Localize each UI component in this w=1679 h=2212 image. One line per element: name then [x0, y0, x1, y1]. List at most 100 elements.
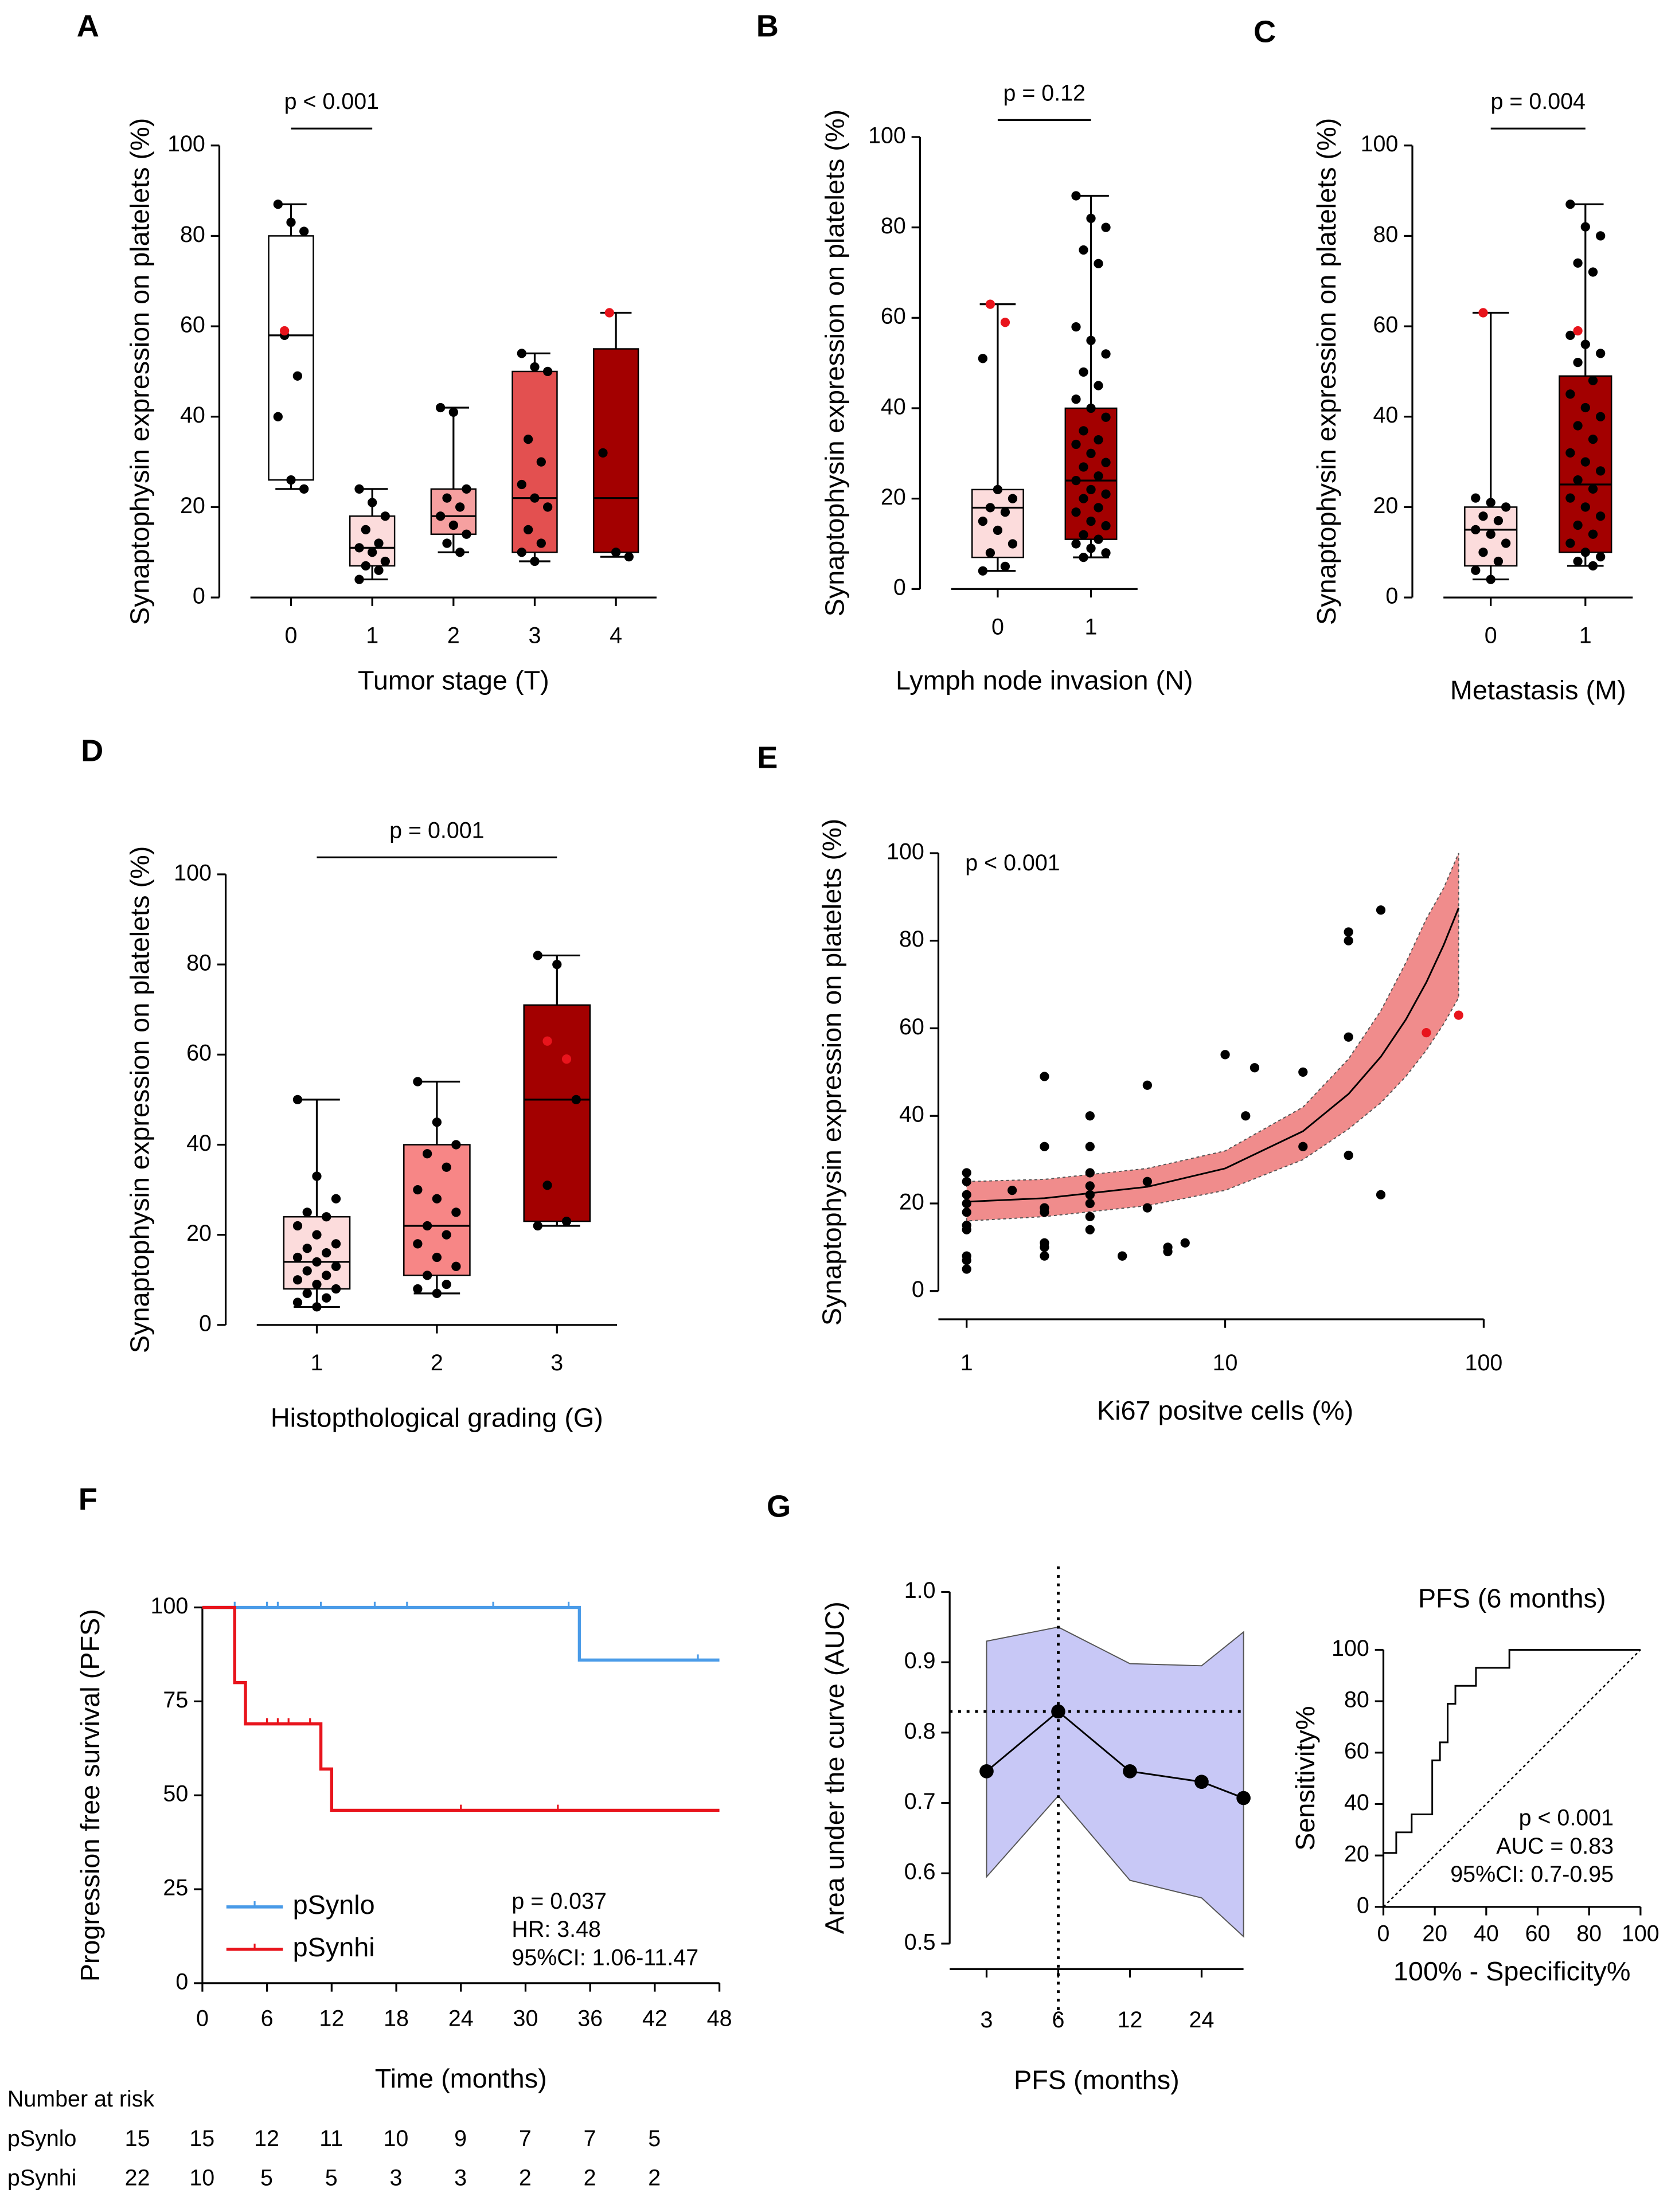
point [322, 1212, 331, 1222]
panel-letter: B [756, 9, 779, 44]
point [1573, 475, 1583, 485]
point [1079, 426, 1088, 436]
point [1493, 556, 1504, 566]
point [273, 200, 283, 209]
series-line [1383, 1649, 1641, 1907]
risk-count: 3 [454, 2166, 467, 2191]
point [1040, 1203, 1049, 1213]
y-tick-label: 20 [1344, 1842, 1369, 1867]
point [1344, 1150, 1353, 1160]
y-axis-label: Area under the curve (AUC) [819, 1601, 849, 1934]
highlight-point [1422, 1028, 1431, 1038]
x-tick-label: 12 [319, 2006, 344, 2031]
point [1000, 561, 1010, 572]
y-tick-label: 100 [1361, 131, 1399, 157]
box [511, 370, 558, 553]
annotation: p = 0.12 [1003, 80, 1086, 105]
point [1478, 548, 1488, 557]
legend-label: pSynhi [293, 1932, 375, 1962]
point [1123, 1764, 1137, 1779]
point [436, 511, 446, 521]
point [1493, 515, 1504, 526]
annotation: p = 0.001 [389, 818, 484, 843]
x-tick-label: 1 [1085, 615, 1098, 640]
point [462, 529, 471, 539]
x-tick-label: 48 [707, 2006, 732, 2031]
point [422, 1271, 432, 1280]
y-tick-label: 0 [893, 575, 906, 600]
point [448, 520, 458, 530]
point [1241, 1111, 1251, 1121]
confidence-band [986, 1626, 1244, 1938]
point [451, 1140, 461, 1150]
annotation: HR: 3.48 [511, 1917, 601, 1942]
point [413, 1284, 423, 1294]
point [432, 1194, 442, 1203]
point [1565, 448, 1575, 458]
y-axis-label: Progression free survival (PFS) [75, 1609, 105, 1982]
x-tick-label: 18 [384, 2006, 409, 2031]
point [1086, 448, 1096, 458]
y-tick-label: 0 [1357, 1893, 1369, 1918]
y-tick-label: 100 [887, 839, 924, 864]
risk-table-title: Number at risk [7, 2086, 154, 2112]
point [413, 1239, 423, 1249]
box [268, 235, 314, 481]
point [1471, 565, 1481, 575]
point [1471, 525, 1481, 534]
x-tick-label: 30 [513, 2006, 538, 2031]
x-tick-label: 12 [1118, 2007, 1143, 2033]
point [1565, 389, 1575, 399]
point [1079, 245, 1088, 255]
y-tick-label: 20 [186, 1221, 212, 1246]
point [1079, 530, 1088, 540]
point [985, 503, 995, 513]
point [312, 1171, 322, 1181]
point [598, 448, 608, 458]
annotation: p = 0.037 [511, 1889, 606, 1914]
point [322, 1293, 331, 1303]
y-tick-label: 60 [186, 1041, 212, 1066]
chance-line [1383, 1649, 1641, 1908]
point [286, 217, 296, 227]
risk-count: 5 [260, 2166, 273, 2191]
point [292, 1275, 303, 1285]
point [1094, 534, 1103, 544]
x-tick-label: 4 [610, 623, 622, 648]
annotation: AUC = 0.83 [1496, 1834, 1614, 1859]
point [380, 556, 390, 566]
point [1008, 494, 1018, 503]
point [978, 354, 988, 364]
point [524, 435, 533, 444]
annotation: 95%CI: 0.7-0.95 [1450, 1862, 1614, 1887]
point [1580, 457, 1590, 467]
point [1573, 520, 1583, 530]
point [1085, 1168, 1095, 1178]
y-tick-label: 50 [163, 1781, 188, 1807]
risk-count: 12 [254, 2126, 279, 2151]
point [962, 1168, 971, 1178]
legend-label: pSynlo [293, 1890, 375, 1920]
risk-count: 5 [648, 2126, 661, 2151]
point [292, 1095, 303, 1105]
y-tick-label: 0 [193, 584, 205, 609]
highlight-point [280, 326, 290, 336]
highlight-point [1478, 308, 1488, 318]
point [322, 1271, 331, 1280]
point [1101, 521, 1111, 531]
point [536, 538, 546, 548]
point [1040, 1238, 1049, 1248]
point [1086, 544, 1096, 553]
point [368, 498, 377, 507]
point [1079, 462, 1088, 472]
point [1588, 267, 1598, 277]
point [374, 565, 384, 575]
point [1071, 475, 1081, 486]
risk-count: 9 [454, 2126, 467, 2151]
y-tick-label: 100 [868, 123, 906, 148]
y-axis-label: Synaptophysin expression on platelets (%… [1311, 118, 1341, 625]
point [1086, 335, 1096, 345]
point [1573, 556, 1583, 566]
point [1478, 511, 1488, 521]
point [962, 1221, 971, 1230]
